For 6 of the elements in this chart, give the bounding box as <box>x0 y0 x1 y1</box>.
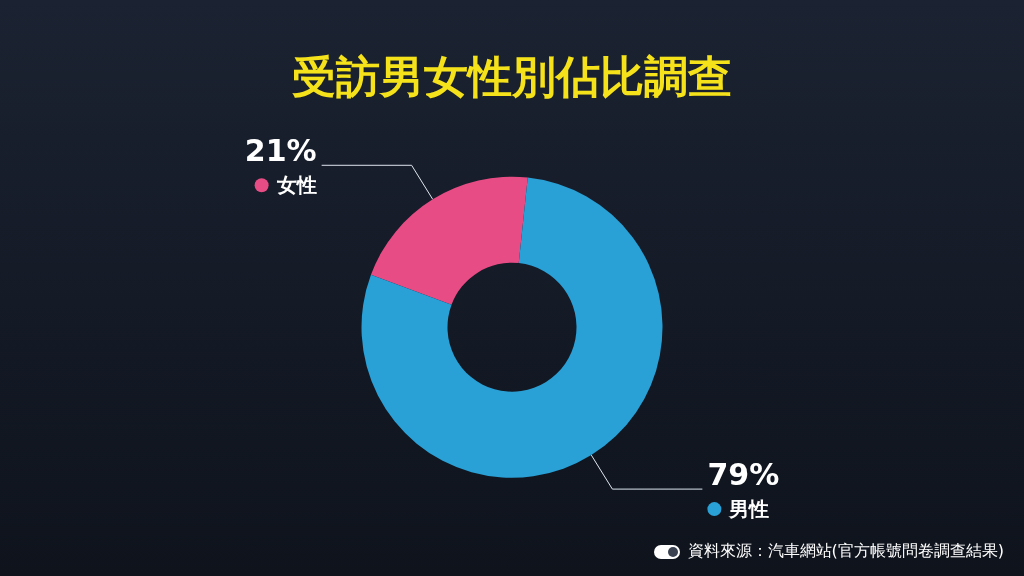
legend-label: 男性 <box>728 497 770 522</box>
data-label: 21% <box>244 132 317 168</box>
source-note: 資料來源：汽車網站(官方帳號問卷調查結果) <box>687 541 1004 562</box>
chart-title: 受訪男女性別佔比調查 <box>291 50 733 104</box>
data-label: 79% <box>707 456 780 492</box>
legend-label: 女性 <box>275 173 317 198</box>
